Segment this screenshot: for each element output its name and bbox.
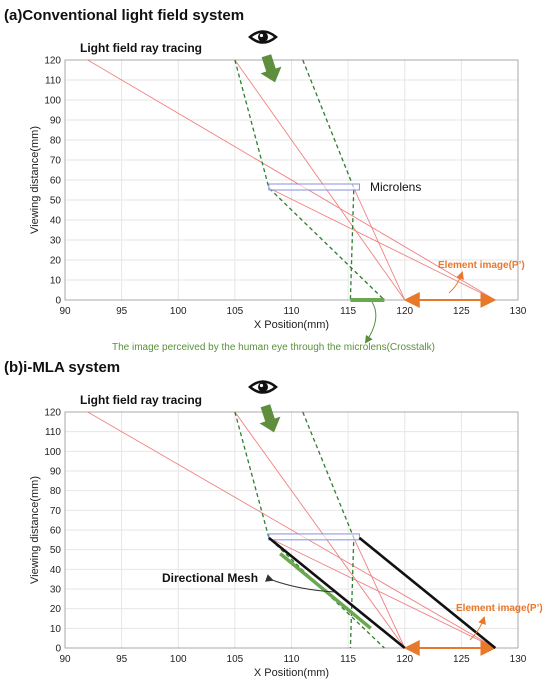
panel-b-y-tick-label: 70 (50, 506, 62, 517)
panel-a-microlens (268, 183, 360, 191)
panel-b-x-tick-label: 130 (510, 654, 527, 665)
panel-a-dashed-line (302, 59, 355, 301)
panel-a-y-tick-label: 20 (50, 256, 62, 267)
panel-a-y-axis-label: Viewing distance(mm) (29, 126, 41, 234)
panel-b-axes-frame (64, 411, 519, 649)
panel-b-y-tick-label: 80 (50, 486, 62, 497)
panel-a-ray-line (268, 187, 496, 301)
panel-a-dashed-line (234, 59, 385, 301)
panel-a-y-tick-label: 0 (55, 296, 61, 307)
panel-a-y-tick-label: 30 (50, 236, 62, 247)
panel-b-ray-line (353, 537, 406, 649)
panel-b-subtitle: Light field ray tracing (80, 393, 202, 407)
panel-b-x-tick-label: 105 (227, 654, 244, 665)
panel-b-ray-line (268, 537, 496, 649)
panel-a-x-tick-label: 130 (510, 306, 527, 317)
panel-a-x-tick-label: 125 (453, 306, 470, 317)
panel-a-element-pointer-arrow (448, 271, 464, 294)
panel-a-eye-icon (248, 30, 278, 44)
panel-b-y-tick-label: 120 (44, 408, 61, 419)
panel-a-x-tick-label: 95 (116, 306, 128, 317)
panel-a-y-tick-label: 70 (50, 156, 62, 167)
panel-b-x-tick-label: 120 (396, 654, 413, 665)
panel-a-x-tick-label: 120 (396, 306, 413, 317)
panel-a-subtitle: Light field ray tracing (80, 41, 202, 55)
panel-b-y-tick-label: 20 (50, 604, 62, 615)
crosstalk-label: The image perceived by the human eye thr… (112, 342, 435, 353)
panel-a-ray-line (87, 59, 496, 301)
panel-a-x-tick-label: 110 (284, 306, 300, 317)
panel-b-eye-icon (248, 380, 278, 394)
panel-b-y-tick-label: 50 (50, 545, 62, 556)
panel-b-down-arrow-icon (259, 404, 281, 433)
panel-b-ray-line (87, 411, 496, 649)
panel-b-x-tick-label: 125 (453, 654, 470, 665)
panel-a-y-tick-label: 110 (45, 76, 61, 87)
directional-mesh-pointer-arrow (265, 574, 336, 593)
panel-a-y-tick-label: 40 (50, 216, 62, 227)
panel-a-x-tick-label: 105 (227, 306, 244, 317)
panel-a-title: (a)Conventional light field system (4, 7, 244, 24)
panel-a-y-tick-label: 50 (50, 196, 62, 207)
panel-a-ray-line (234, 59, 406, 301)
panel-b-y-tick-label: 40 (50, 565, 62, 576)
directional-mesh-line (268, 536, 406, 650)
panel-b-ray-line (234, 411, 406, 649)
panel-b-y-tick-label: 60 (50, 526, 62, 537)
panel-b-x-axis-label: X Position(mm) (254, 667, 329, 679)
panel-b-x-tick-label: 100 (170, 654, 187, 665)
panel-b-x-tick-label: 90 (59, 654, 71, 665)
panel-b-y-tick-label: 30 (50, 585, 62, 596)
panel-a-ray-line (353, 187, 406, 301)
panel-a-y-tick-label: 100 (44, 96, 61, 107)
panel-b-title: (b)i-MLA system (4, 359, 120, 376)
panel-a-y-tick-label: 90 (50, 116, 62, 127)
panel-b-dashed-line (234, 411, 385, 649)
panel-a-x-tick-label: 100 (170, 306, 187, 317)
panel-b-x-tick-label: 110 (284, 654, 300, 665)
panel-a-plot: 90 95 100 105 110 115 120 125 130 0 10 20 30 40 50 60 70… (29, 56, 527, 332)
directional-mesh-label: Directional Mesh (162, 571, 258, 585)
panel-b-y-axis-label: Viewing distance(mm) (29, 476, 41, 584)
panel-b-y-tick-label: 100 (44, 447, 61, 458)
panel-b-y-tick-label: 0 (55, 644, 61, 655)
panel-b-x-tick-label: 95 (116, 654, 128, 665)
panel-b-y-tick-label: 90 (50, 467, 62, 478)
panel-b-element-pointer-arrow (469, 616, 486, 641)
panel-b-y-tick-label: 110 (45, 427, 61, 438)
crosstalk-pointer-arrow (364, 301, 377, 344)
panel-a-y-tick-label: 120 (44, 56, 61, 67)
panel-a-y-tick-label: 80 (50, 136, 62, 147)
panel-a: (a)Conventional light field system Light… (4, 7, 527, 353)
panel-b: (b)i-MLA system Light field ray tracing … (4, 359, 543, 679)
panel-a-element-image-label: Element image(P’) (438, 260, 525, 271)
panel-a-x-axis-label: X Position(mm) (254, 319, 329, 331)
panel-a-x-tick-label: 90 (59, 306, 71, 317)
panel-a-y-tick-label: 60 (50, 176, 62, 187)
panel-a-down-arrow-icon (260, 54, 282, 83)
panel-a-x-tick-label: 115 (340, 306, 356, 317)
microlens-label: Microlens (370, 180, 421, 194)
panel-b-y-tick-label: 10 (50, 624, 62, 635)
directional-mesh-line (358, 536, 497, 650)
panel-b-element-image-label: Element image(P’) (456, 603, 543, 614)
panel-b-x-tick-label: 115 (340, 654, 356, 665)
panel-a-axes-frame (64, 59, 519, 301)
panel-a-y-tick-label: 10 (50, 276, 62, 287)
panel-b-plot: 90 95 100 105 110 115 120 125 130 0 10 20 30 40 50 60 70… (29, 408, 527, 680)
panel-b-microlens (268, 533, 360, 541)
